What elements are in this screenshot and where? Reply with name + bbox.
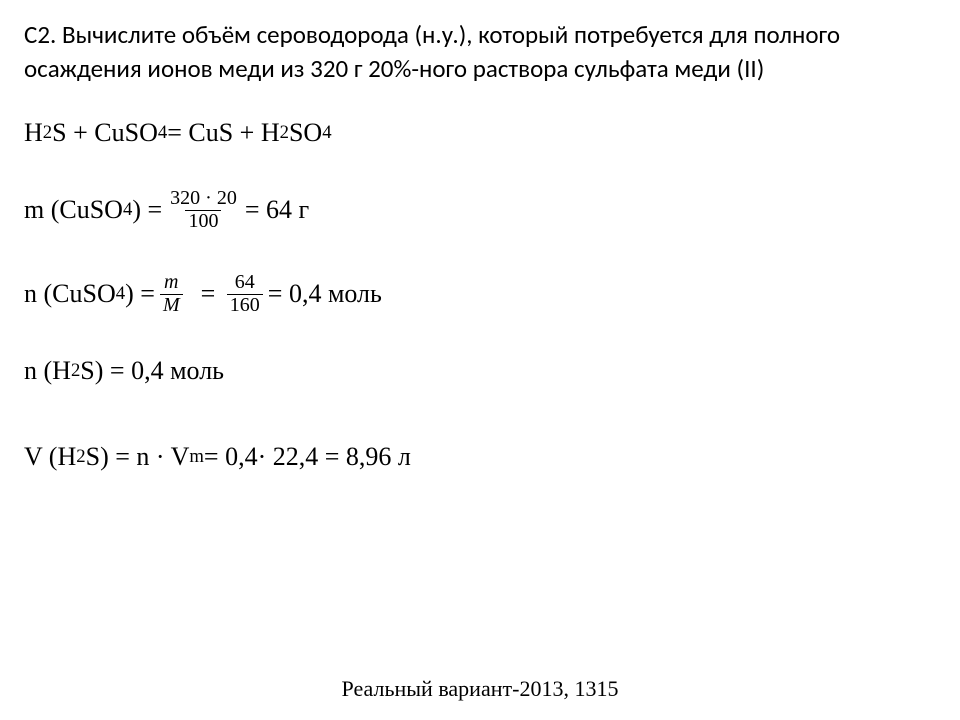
fraction-denominator: M <box>160 294 183 316</box>
mass-prefix: m (CuSO <box>24 195 123 225</box>
problem-text: С2. Вычислите объём сероводорода (н.у.),… <box>24 19 840 84</box>
nh2s-prefix: n (H <box>24 356 71 386</box>
n-prefix: n (CuSO <box>24 279 116 309</box>
mass-fraction: 320 · 20 100 <box>167 188 240 232</box>
moles-cuso4-calculation: n (CuSO4) = m M = 64 160 = 0,4 моль <box>24 272 936 316</box>
fraction-numerator: 320 · 20 <box>167 188 240 210</box>
eq-part: SO <box>289 118 322 148</box>
moles-h2s-line: n (H2S) = 0,4 моль <box>24 356 936 386</box>
nh2s-suffix: S) = 0,4 моль <box>80 356 224 386</box>
mass-calculation: m (CuSO4) = 320 · 20 100 = 64 г <box>24 188 936 232</box>
eq-part: = CuS + H <box>167 118 279 148</box>
moles-fraction-symbolic: m M <box>160 272 183 316</box>
v-mid: S) = n · V <box>86 442 190 472</box>
eq-part: S + CuSO <box>52 118 158 148</box>
n-mid: = <box>188 279 222 309</box>
n-after: ) = <box>125 279 155 309</box>
v-prefix: V (H <box>24 442 76 472</box>
n-suffix: = 0,4 моль <box>268 279 382 309</box>
footer-text: Реальный вариант-2013, 1315 <box>342 676 619 701</box>
fraction-denominator: 160 <box>227 294 263 316</box>
chemical-equation: H2S + CuSO4 = CuS + H2SO4 <box>24 118 936 148</box>
moles-fraction-numeric: 64 160 <box>227 272 263 316</box>
eq-part: H <box>24 118 43 148</box>
mass-after: ) = <box>132 195 162 225</box>
fraction-denominator: 100 <box>185 210 221 232</box>
problem-statement: С2. Вычислите объём сероводорода (н.у.),… <box>24 18 936 86</box>
mass-suffix: = 64 г <box>245 195 309 225</box>
v-suffix: = 0,4· 22,4 = 8,96 л <box>204 442 411 472</box>
fraction-numerator: 64 <box>232 272 258 294</box>
fraction-numerator: m <box>161 272 181 294</box>
footer-citation: Реальный вариант-2013, 1315 <box>0 676 960 702</box>
volume-calculation: V (H2S) = n · Vm = 0,4· 22,4 = 8,96 л <box>24 442 936 472</box>
